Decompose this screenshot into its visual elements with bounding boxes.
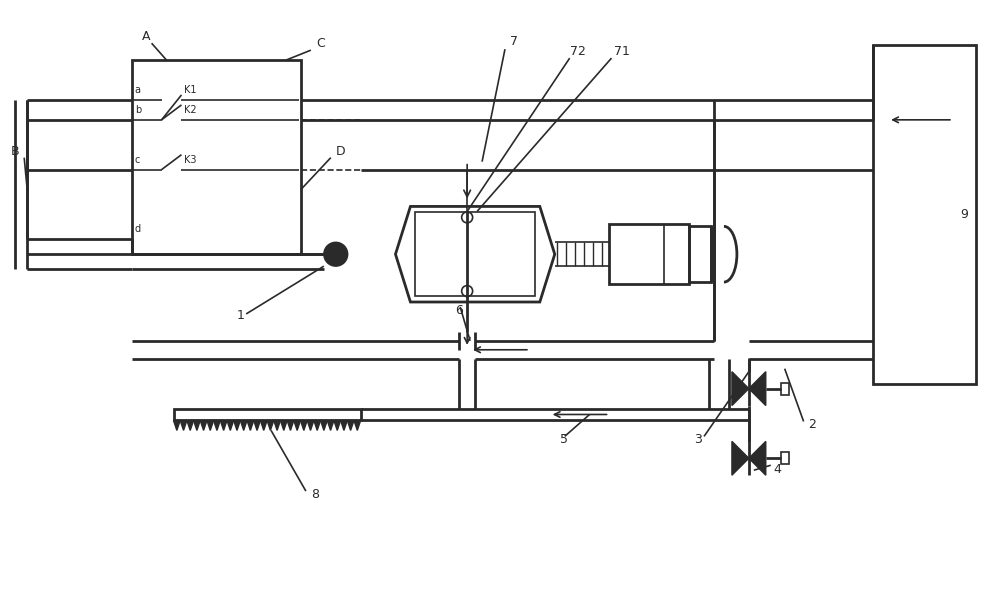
Text: 5: 5 — [560, 433, 568, 446]
Bar — [174, 408, 361, 420]
Bar — [132, 60, 301, 254]
Polygon shape — [180, 420, 187, 431]
Text: K1: K1 — [184, 85, 197, 95]
Polygon shape — [234, 420, 240, 431]
Text: 8: 8 — [311, 488, 319, 501]
Text: 9: 9 — [960, 208, 968, 221]
Polygon shape — [247, 420, 254, 431]
Text: c: c — [135, 155, 140, 165]
Polygon shape — [280, 420, 287, 431]
Polygon shape — [294, 420, 300, 431]
Polygon shape — [749, 442, 766, 475]
Polygon shape — [347, 420, 354, 431]
Polygon shape — [214, 420, 220, 431]
Circle shape — [324, 242, 348, 266]
Bar — [873, 45, 976, 384]
Polygon shape — [227, 420, 234, 431]
Polygon shape — [287, 420, 294, 431]
Polygon shape — [732, 371, 749, 405]
Polygon shape — [274, 420, 280, 431]
Polygon shape — [267, 420, 274, 431]
Text: 4: 4 — [774, 463, 782, 476]
Text: b: b — [135, 105, 141, 115]
Text: 2: 2 — [809, 419, 816, 431]
Text: D: D — [336, 145, 345, 158]
Polygon shape — [200, 420, 207, 431]
Text: d: d — [135, 224, 141, 234]
Polygon shape — [321, 420, 327, 431]
Polygon shape — [327, 420, 334, 431]
Polygon shape — [334, 420, 341, 431]
Bar — [415, 213, 535, 296]
Text: K3: K3 — [184, 155, 197, 165]
Polygon shape — [354, 420, 361, 431]
Text: a: a — [135, 85, 141, 95]
Text: 1: 1 — [236, 309, 244, 322]
Polygon shape — [307, 420, 314, 431]
Text: C: C — [316, 37, 325, 50]
Polygon shape — [240, 420, 247, 431]
Bar — [689, 226, 711, 282]
Text: 6: 6 — [455, 304, 463, 317]
Polygon shape — [341, 420, 347, 431]
Polygon shape — [260, 420, 267, 431]
Bar — [781, 382, 789, 394]
Text: K2: K2 — [184, 105, 197, 115]
Polygon shape — [300, 420, 307, 431]
Polygon shape — [207, 420, 214, 431]
Polygon shape — [220, 420, 227, 431]
Polygon shape — [194, 420, 200, 431]
Text: 3: 3 — [694, 433, 702, 446]
Text: A: A — [142, 30, 150, 43]
Polygon shape — [314, 420, 321, 431]
Polygon shape — [749, 371, 766, 405]
Text: 7: 7 — [510, 35, 518, 48]
Text: 72: 72 — [570, 45, 586, 58]
Polygon shape — [732, 442, 749, 475]
Text: 71: 71 — [614, 45, 630, 58]
Bar — [609, 224, 689, 284]
Bar — [781, 452, 789, 464]
Polygon shape — [187, 420, 194, 431]
Polygon shape — [174, 420, 180, 431]
Text: B: B — [10, 145, 19, 158]
Polygon shape — [254, 420, 260, 431]
